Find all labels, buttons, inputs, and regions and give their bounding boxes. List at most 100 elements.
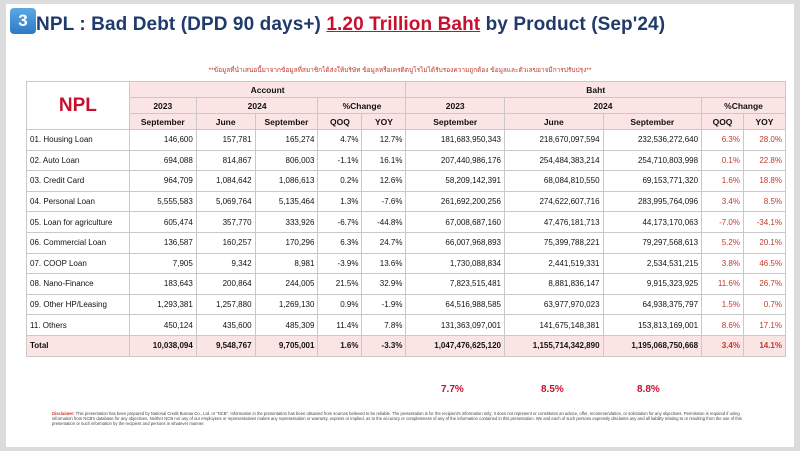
- row-label: 03. Credit Card: [26, 170, 130, 192]
- account-group-header: Account: [128, 81, 407, 98]
- account-cell: 5,555,583: [128, 190, 197, 213]
- baht-cell: 8.5%: [742, 190, 787, 213]
- account-cell: 694,088: [128, 149, 197, 172]
- account-cell: 10,038,094: [128, 334, 197, 357]
- account-cell: 146,600: [128, 129, 197, 151]
- baht-cell: 58,209,142,391: [405, 170, 505, 192]
- baht-cell: 63,977,970,023: [503, 293, 604, 316]
- baht-cell: 232,536,272,640: [602, 129, 703, 151]
- account-cell: 8,981: [254, 252, 319, 275]
- account-cell: 12.6%: [361, 170, 407, 192]
- baht-cell: 2,534,531,215: [602, 252, 703, 275]
- baht-cell: 1,730,088,834: [405, 252, 505, 275]
- table-row: 08. Nano-Finance 183,643 200,864 244,005 21.…: [26, 273, 787, 295]
- baht-cell: 3.4%: [701, 334, 744, 357]
- baht-cell: 261,692,200,256: [405, 190, 505, 213]
- page-title: NPL : Bad Debt (DPD 90 days+) 1.20 Trill…: [36, 14, 796, 36]
- account-cell: 1.3%: [317, 190, 363, 213]
- year-header: 2024: [195, 97, 319, 114]
- title-suffix: by Product (Sep'24): [480, 14, 666, 35]
- account-cell: 24.7%: [361, 231, 407, 254]
- account-cell: 0.9%: [317, 293, 363, 316]
- row-label: 11. Others: [26, 314, 130, 336]
- baht-cell: 47,476,181,713: [503, 211, 604, 233]
- growth-label-jun: 7.7%: [441, 384, 464, 395]
- baht-cell: 18.8%: [742, 170, 787, 192]
- table-row: 07. COOP Loan 7,905 9,342 8,981 -3.9% 13.6% 1,…: [26, 252, 787, 275]
- column-header: September: [128, 113, 197, 130]
- baht-cell: 14.1%: [742, 334, 787, 357]
- row-label: 07. COOP Loan: [26, 252, 130, 275]
- table-row: 01. Housing Loan 146,600 157,781 165,274 4.7…: [26, 129, 787, 151]
- account-cell: -7.6%: [361, 190, 407, 213]
- account-cell: 1.6%: [317, 334, 363, 357]
- account-cell: -1.1%: [317, 149, 363, 172]
- row-label: 05. Loan for agriculture: [26, 211, 130, 233]
- baht-cell: 181,683,950,343: [405, 129, 505, 151]
- baht-cell: 6.3%: [701, 129, 744, 151]
- account-cell: -3.3%: [361, 334, 407, 357]
- table-row: 06. Commercial Loan 136,587 160,257 170,296…: [26, 231, 787, 254]
- baht-cell: 153,813,169,001: [602, 314, 703, 336]
- account-cell: 0.2%: [317, 170, 363, 192]
- baht-cell: 79,297,568,613: [602, 231, 703, 254]
- account-cell: 32.9%: [361, 273, 407, 295]
- account-cell: 9,342: [195, 252, 256, 275]
- baht-cell: 26.7%: [742, 273, 787, 295]
- baht-cell: 1,195,068,750,668: [602, 334, 703, 357]
- account-cell: 11.4%: [317, 314, 363, 336]
- baht-cell: 67,008,687,160: [405, 211, 505, 233]
- slide-number-badge: 3: [10, 8, 36, 34]
- account-cell: 157,781: [195, 129, 256, 151]
- row-label: 08. Nano-Finance: [26, 273, 130, 295]
- row-label: 02. Auto Loan: [26, 149, 130, 172]
- year-header: 2023: [405, 97, 505, 114]
- baht-cell: 7,823,515,481: [405, 273, 505, 295]
- change-header: %Change: [317, 97, 407, 114]
- account-cell: 7.8%: [361, 314, 407, 336]
- growth-label-sep: 8.5%: [541, 384, 564, 395]
- account-cell: 6.3%: [317, 231, 363, 254]
- disclaimer: Disclaimer: This presentation has been p…: [52, 411, 752, 426]
- baht-cell: 64,516,988,585: [405, 293, 505, 316]
- row-label: 01. Housing Loan: [26, 129, 130, 151]
- column-header: June: [195, 113, 256, 130]
- baht-cell: 207,440,986,176: [405, 149, 505, 172]
- row-label: 06. Commercial Loan: [26, 231, 130, 254]
- row-label: 04. Personal Loan: [26, 190, 130, 213]
- account-cell: 806,003: [254, 149, 319, 172]
- baht-cell: 0.7%: [742, 293, 787, 316]
- baht-cell: 11.6%: [701, 273, 744, 295]
- baht-cell: 274,622,607,716: [503, 190, 604, 213]
- account-cell: 450,124: [128, 314, 197, 336]
- baht-cell: -7.0%: [701, 211, 744, 233]
- baht-cell: 0.1%: [701, 149, 744, 172]
- account-cell: 1,086,613: [254, 170, 319, 192]
- account-cell: 814,867: [195, 149, 256, 172]
- baht-cell: 218,670,097,594: [503, 129, 604, 151]
- column-header: September: [254, 113, 319, 130]
- account-cell: 165,274: [254, 129, 319, 151]
- account-cell: 21.5%: [317, 273, 363, 295]
- account-cell: 200,864: [195, 273, 256, 295]
- table-row: 11. Others 450,124 435,600 485,309 11.4% 7.8%…: [26, 314, 787, 336]
- baht-cell: 44,173,170,063: [602, 211, 703, 233]
- account-cell: 1,257,880: [195, 293, 256, 316]
- baht-cell: 5.2%: [701, 231, 744, 254]
- account-cell: 160,257: [195, 231, 256, 254]
- baht-cell: 64,938,375,797: [602, 293, 703, 316]
- column-header: September: [405, 113, 505, 130]
- disclaimer-label: Disclaimer:: [52, 411, 75, 416]
- column-header: YOY: [361, 113, 407, 130]
- baht-cell: 75,399,788,221: [503, 231, 604, 254]
- row-label: Total: [26, 334, 130, 357]
- baht-cell: -34.1%: [742, 211, 787, 233]
- npl-header: NPL: [26, 81, 130, 130]
- baht-cell: 3.8%: [701, 252, 744, 275]
- source-note: **ข้อมูลที่นำเสนอนี้มาจากข้อมูลที่สมาชิก…: [208, 67, 592, 74]
- account-cell: 7,905: [128, 252, 197, 275]
- slide: 3 NPL : Bad Debt (DPD 90 days+) 1.20 Tri…: [6, 4, 794, 447]
- baht-cell: 68,084,810,550: [503, 170, 604, 192]
- baht-cell: 131,363,097,001: [405, 314, 505, 336]
- baht-cell: 1.6%: [701, 170, 744, 192]
